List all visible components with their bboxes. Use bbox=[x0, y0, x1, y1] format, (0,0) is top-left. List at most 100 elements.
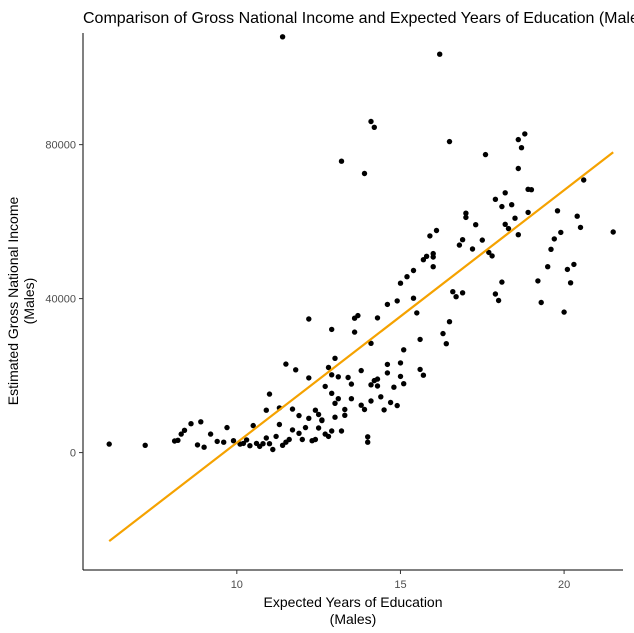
plot-area: 10 15 20 0 40000 80000 bbox=[45, 33, 623, 591]
data-point bbox=[453, 294, 459, 300]
data-point bbox=[404, 274, 410, 280]
data-point bbox=[463, 214, 469, 221]
data-point bbox=[459, 237, 466, 243]
x-axis-title-line-2: (Males) bbox=[330, 611, 377, 627]
points-layer bbox=[106, 34, 616, 453]
data-point bbox=[263, 407, 269, 413]
data-point bbox=[338, 158, 345, 164]
data-point bbox=[368, 382, 374, 388]
data-point bbox=[345, 374, 351, 381]
data-point bbox=[332, 355, 338, 361]
data-point bbox=[175, 437, 181, 443]
data-point bbox=[221, 439, 227, 445]
data-point bbox=[302, 424, 309, 431]
data-point bbox=[384, 301, 391, 308]
x-axis-ticks: 10 15 20 bbox=[231, 570, 570, 591]
data-point bbox=[378, 394, 384, 400]
data-point bbox=[266, 391, 273, 397]
data-point bbox=[342, 406, 348, 413]
data-point bbox=[270, 446, 276, 453]
data-point bbox=[361, 170, 368, 177]
data-point bbox=[384, 370, 391, 376]
data-point bbox=[538, 299, 544, 306]
data-point bbox=[502, 190, 508, 196]
data-point bbox=[387, 399, 394, 406]
data-point bbox=[525, 209, 531, 216]
data-point bbox=[567, 280, 574, 286]
data-point bbox=[332, 400, 338, 406]
data-point bbox=[450, 289, 456, 295]
data-point bbox=[106, 441, 112, 447]
data-point bbox=[296, 430, 302, 436]
data-point bbox=[401, 347, 407, 353]
data-point bbox=[201, 444, 207, 450]
data-point bbox=[505, 225, 512, 232]
data-point bbox=[329, 372, 335, 378]
data-point bbox=[443, 341, 449, 347]
data-point bbox=[198, 419, 204, 425]
data-point bbox=[381, 407, 387, 413]
data-point bbox=[528, 187, 535, 193]
data-point bbox=[394, 402, 400, 409]
data-point bbox=[348, 396, 355, 402]
data-point bbox=[564, 266, 571, 273]
data-point bbox=[276, 421, 283, 428]
data-point bbox=[391, 384, 397, 390]
data-point bbox=[329, 428, 335, 434]
y-tick-label: 80000 bbox=[45, 140, 76, 152]
data-point bbox=[515, 165, 521, 172]
data-point bbox=[224, 424, 230, 431]
data-point bbox=[427, 233, 433, 239]
data-point bbox=[577, 224, 584, 231]
data-point bbox=[509, 202, 515, 208]
data-point bbox=[368, 118, 374, 125]
data-point bbox=[482, 151, 489, 158]
data-point bbox=[361, 406, 368, 413]
data-point bbox=[329, 390, 335, 396]
data-point bbox=[535, 278, 541, 284]
data-point bbox=[420, 257, 427, 263]
data-point bbox=[181, 427, 188, 433]
data-point bbox=[306, 316, 312, 322]
data-point bbox=[512, 215, 518, 221]
data-point bbox=[401, 381, 407, 387]
data-point bbox=[515, 232, 521, 238]
data-point bbox=[446, 319, 453, 325]
data-point bbox=[188, 421, 194, 427]
trend-line bbox=[108, 151, 614, 542]
data-point bbox=[479, 237, 485, 243]
data-point bbox=[194, 442, 201, 448]
data-point bbox=[335, 374, 341, 380]
data-point bbox=[374, 315, 381, 321]
data-point bbox=[417, 366, 423, 373]
data-point bbox=[266, 441, 273, 447]
data-point bbox=[518, 145, 525, 151]
data-point bbox=[495, 297, 502, 304]
data-point bbox=[459, 290, 466, 296]
data-point bbox=[368, 340, 374, 346]
data-point bbox=[446, 138, 453, 145]
data-point bbox=[286, 436, 292, 443]
data-point bbox=[289, 427, 296, 433]
data-point bbox=[502, 221, 508, 227]
data-point bbox=[374, 376, 381, 382]
data-point bbox=[263, 435, 269, 441]
data-point bbox=[489, 253, 495, 259]
x-tick-label: 15 bbox=[394, 579, 406, 591]
data-point bbox=[554, 208, 561, 214]
data-point bbox=[355, 312, 361, 319]
data-point bbox=[315, 425, 322, 431]
data-point bbox=[581, 177, 587, 183]
data-point bbox=[240, 440, 247, 447]
data-point bbox=[414, 310, 420, 316]
data-point bbox=[315, 411, 322, 418]
data-point bbox=[306, 375, 312, 381]
data-point bbox=[397, 373, 404, 380]
data-point bbox=[335, 396, 341, 402]
data-point bbox=[296, 412, 302, 419]
y-tick-label: 40000 bbox=[45, 294, 76, 306]
data-point bbox=[319, 417, 325, 423]
x-axis-title: Expected Years of Education (Males) bbox=[263, 594, 442, 627]
data-point bbox=[312, 407, 319, 413]
data-point bbox=[394, 298, 400, 304]
